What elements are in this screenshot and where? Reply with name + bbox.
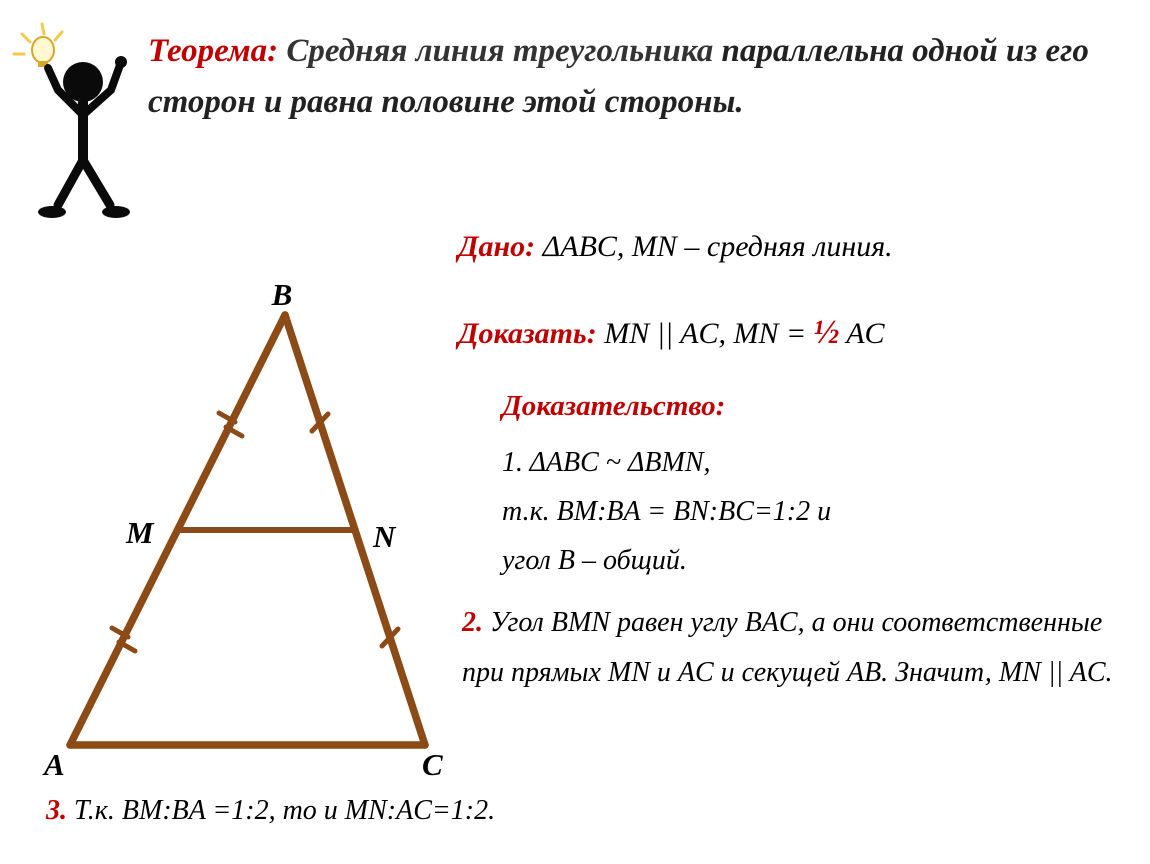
prove-right: AC <box>846 317 884 350</box>
prove-line: Доказать: MN || AC, MN = ½ AC <box>458 314 885 352</box>
given-line: Дано: ΔABC, MN – средняя линия. <box>458 230 893 264</box>
proof-step-2: 2. Угол BMN равен углу BAC, а они соотве… <box>462 598 1130 699</box>
prove-half: ½ <box>814 314 840 351</box>
proof-step-3: 3. Т.к. BM:BA =1:2, то и MN:AC=1:2. <box>46 795 495 827</box>
step1a: 1. ΔABC ~ ΔBMN, <box>502 438 1120 487</box>
triangle-diagram: B A C M N <box>30 275 480 790</box>
step3-num: 3. <box>46 795 67 826</box>
given-label: Дано: <box>458 230 535 263</box>
prove-left: MN || AC, MN = <box>604 317 806 350</box>
step1c: угол B – общий. <box>502 536 1120 585</box>
label-C: C <box>422 747 443 782</box>
slide: Теорема: Средняя линия треугольника пара… <box>0 0 1150 864</box>
label-A: A <box>42 747 65 782</box>
theorem-text: Теорема: Средняя линия треугольника пара… <box>148 26 1110 128</box>
label-N: N <box>372 519 397 554</box>
label-B: B <box>271 277 293 312</box>
step1b: т.к. BM:BA = BN:BC=1:2 и <box>502 487 1120 536</box>
theorem-label: Теорема: <box>148 33 278 69</box>
step3-text: Т.к. BM:BA =1:2, то и MN:AC=1:2. <box>67 795 495 826</box>
proof-header: Доказательство: <box>502 390 725 423</box>
theorem-lead: Средняя линия треугольника <box>286 33 713 69</box>
label-M: M <box>125 515 155 550</box>
stickman-icon <box>8 20 138 235</box>
step2-text: Угол BMN равен углу BAC, а они соответст… <box>462 607 1113 688</box>
given-text: ΔABC, MN – средняя линия. <box>543 230 893 263</box>
proof-step-1: 1. ΔABC ~ ΔBMN, т.к. BM:BA = BN:BC=1:2 и… <box>502 438 1120 585</box>
